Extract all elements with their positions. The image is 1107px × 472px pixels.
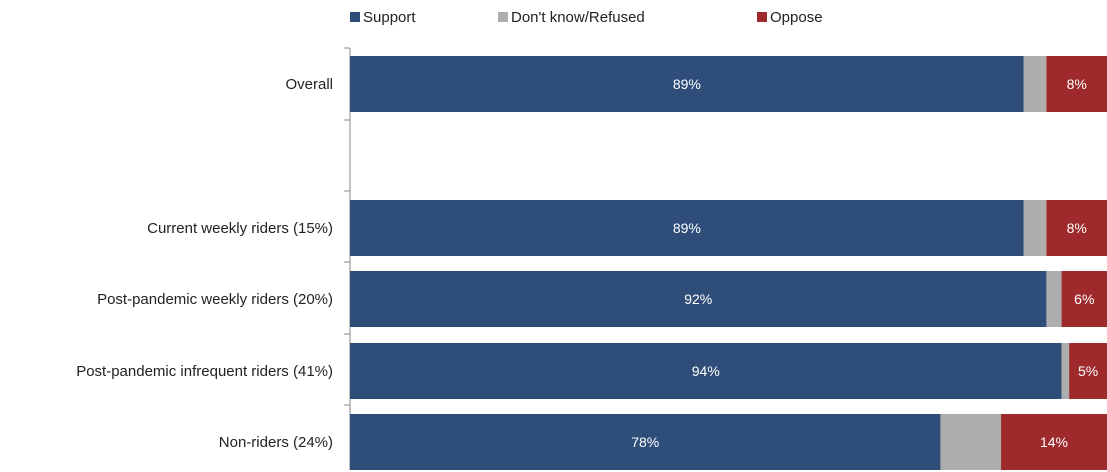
- data-label-oppose-post-pandemic-weekly-riders-20: 6%: [1074, 291, 1094, 307]
- data-label-oppose-post-pandemic-infrequent-riders-41: 5%: [1078, 363, 1098, 379]
- category-label-overall: Overall: [285, 76, 333, 93]
- category-label-current-weekly-riders-15: Current weekly riders (15%): [147, 220, 333, 237]
- category-label-non-riders-24: Non-riders (24%): [219, 434, 333, 451]
- legend-swatch-support: [350, 12, 360, 22]
- bar-support-overall: [350, 56, 1024, 112]
- bar-support-post-pandemic-infrequent-riders-41: [350, 343, 1062, 399]
- data-label-support-overall: 89%: [673, 76, 701, 92]
- legend-label-don-t-know-refused: Don't know/Refused: [511, 9, 645, 26]
- data-labels: 89% 8% 89% 8% 92% 6% 94% 5% 78% 14%: [631, 76, 1098, 450]
- legend-swatch-don-t-know-refused: [498, 12, 508, 22]
- category-axis-ticks: [344, 47, 350, 406]
- bar-support-non-riders-24: [350, 414, 941, 470]
- category-labels: Overall Current weekly riders (15%) Post-p…: [76, 76, 333, 451]
- bar-oppose-post-pandemic-weekly-riders-20: [1061, 271, 1107, 327]
- data-label-oppose-current-weekly-riders-15: 8%: [1067, 220, 1087, 236]
- bar-don-t-know-refused-post-pandemic-weekly-riders-20: [1046, 271, 1062, 327]
- data-label-support-post-pandemic-infrequent-riders-41: 94%: [692, 363, 720, 379]
- legend-label-support: Support: [363, 9, 416, 26]
- category-label-post-pandemic-infrequent-riders-41: Post-pandemic infrequent riders (41%): [76, 363, 333, 380]
- legend: Support Don't know/Refused Oppose: [350, 9, 823, 26]
- bars: [350, 56, 1107, 470]
- legend-swatch-oppose: [757, 12, 767, 22]
- data-label-support-non-riders-24: 78%: [631, 434, 659, 450]
- data-label-support-post-pandemic-weekly-riders-20: 92%: [684, 291, 712, 307]
- bar-oppose-non-riders-24: [1001, 414, 1107, 470]
- bar-don-t-know-refused-overall: [1023, 56, 1047, 112]
- bar-don-t-know-refused-current-weekly-riders-15: [1023, 200, 1047, 256]
- data-label-oppose-non-riders-24: 14%: [1040, 434, 1068, 450]
- bar-don-t-know-refused-non-riders-24: [940, 414, 1002, 470]
- data-label-support-current-weekly-riders-15: 89%: [673, 220, 701, 236]
- bar-oppose-overall: [1046, 56, 1107, 112]
- bar-support-post-pandemic-weekly-riders-20: [350, 271, 1047, 327]
- bar-oppose-current-weekly-riders-15: [1046, 200, 1107, 256]
- bar-support-current-weekly-riders-15: [350, 200, 1024, 256]
- bar-oppose-post-pandemic-infrequent-riders-41: [1069, 343, 1107, 399]
- data-label-oppose-overall: 8%: [1067, 76, 1087, 92]
- bar-don-t-know-refused-post-pandemic-infrequent-riders-41: [1061, 343, 1070, 399]
- legend-label-oppose: Oppose: [770, 9, 823, 26]
- category-label-post-pandemic-weekly-riders-20: Post-pandemic weekly riders (20%): [97, 291, 333, 308]
